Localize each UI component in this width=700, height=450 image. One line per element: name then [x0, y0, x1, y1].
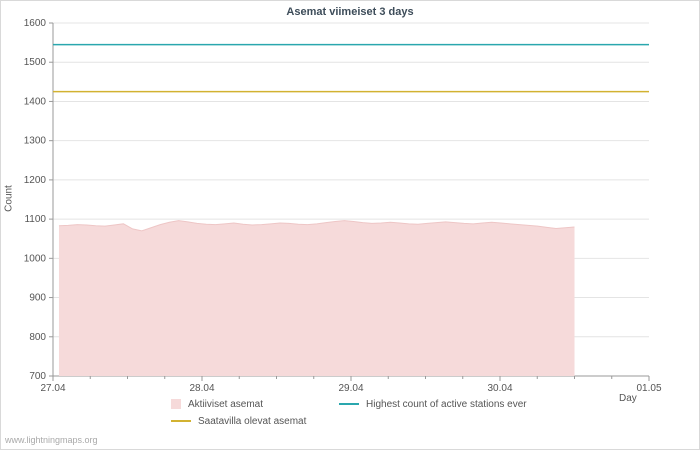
- svg-text:30.04: 30.04: [487, 383, 512, 394]
- available-stations-swatch-icon: [171, 420, 191, 422]
- svg-text:28.04: 28.04: [189, 383, 214, 394]
- svg-text:1400: 1400: [24, 96, 47, 107]
- watermark-link[interactable]: www.lightningmaps.org: [5, 435, 98, 445]
- svg-text:700: 700: [29, 371, 46, 382]
- legend-label-highest-count: Highest count of active stations ever: [366, 398, 527, 410]
- highest-count-swatch-icon: [339, 403, 359, 405]
- svg-text:27.04: 27.04: [40, 383, 65, 394]
- legend-label-available-stations: Saatavilla olevat asemat: [198, 415, 307, 427]
- legend: Aktiiviset asemat Highest count of activ…: [171, 397, 527, 428]
- legend-item-available-stations: Saatavilla olevat asemat: [171, 414, 339, 428]
- legend-item-active-stations: Aktiiviset asemat: [171, 397, 339, 411]
- svg-text:1100: 1100: [24, 214, 46, 225]
- svg-text:800: 800: [29, 332, 46, 343]
- legend-label-active-stations: Aktiiviset asemat: [188, 398, 264, 410]
- svg-text:1200: 1200: [24, 175, 47, 186]
- legend-item-highest-count: Highest count of active stations ever: [339, 397, 527, 411]
- svg-text:1600: 1600: [24, 18, 47, 29]
- x-axis-label: Day: [619, 393, 637, 404]
- chart-title: Asemat viimeiset 3 days: [286, 6, 414, 18]
- svg-text:1000: 1000: [24, 253, 47, 264]
- svg-text:1300: 1300: [24, 136, 47, 147]
- svg-text:29.04: 29.04: [338, 383, 363, 394]
- active-stations-swatch-icon: [171, 399, 181, 409]
- svg-text:900: 900: [29, 293, 46, 304]
- svg-text:1500: 1500: [24, 57, 47, 68]
- svg-text:01.05: 01.05: [636, 383, 661, 394]
